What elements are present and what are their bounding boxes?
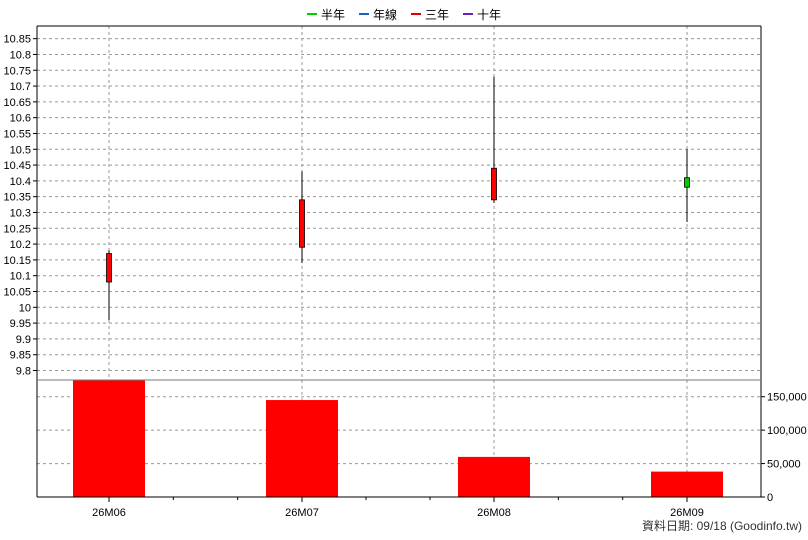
price-tick-label: 10.1 <box>10 271 31 283</box>
candle-body <box>491 167 497 201</box>
price-tick-label: 9.85 <box>10 350 31 362</box>
price-tick-label: 10.85 <box>3 34 31 46</box>
volume-bar <box>651 471 723 497</box>
price-tick-label: 10.25 <box>3 223 31 235</box>
volume-tick-label: 100,000 <box>767 425 807 437</box>
price-tick-label: 10.4 <box>10 176 31 188</box>
price-tick-label: 10.2 <box>10 239 31 251</box>
legend-label: 半年 <box>320 7 345 22</box>
legend-item: 三年 <box>411 5 449 23</box>
legend-item: 年線 <box>358 5 397 23</box>
data-date-footer: 資料日期: 09/18 (Goodinfo.tw) <box>641 519 802 533</box>
price-tick-label: 10.75 <box>3 65 31 77</box>
legend-label: 三年 <box>425 7 450 22</box>
legend-label: 十年 <box>477 7 502 22</box>
price-tick-label: 10.45 <box>3 160 31 172</box>
legend-label: 年線 <box>372 7 397 22</box>
legend-item: 半年 <box>306 5 345 23</box>
x-tick-label: 26M08 <box>477 507 511 519</box>
volume-tick-label: 50,000 <box>767 459 801 471</box>
legend-swatch <box>411 13 421 15</box>
legend-swatch <box>358 13 369 15</box>
x-tick-label: 26M07 <box>285 507 319 519</box>
price-tick-label: 10.35 <box>3 192 31 204</box>
volume-bar <box>458 456 530 497</box>
price-tick-label: 10.65 <box>3 97 31 109</box>
price-tick-label: 10.6 <box>10 113 31 125</box>
price-tick-label: 9.8 <box>16 366 31 378</box>
price-tick-label: 10.8 <box>10 49 31 61</box>
price-tick-label: 10 <box>19 302 31 314</box>
price-tick-label: 10.05 <box>3 287 31 299</box>
volume-tick-label: 0 <box>767 492 773 504</box>
chart-legend: 半年 年線 三年 十年 <box>0 5 808 23</box>
legend-swatch <box>463 13 474 15</box>
price-tick-label: 10.5 <box>10 144 31 156</box>
candle-body <box>684 177 690 188</box>
legend-item: 十年 <box>463 5 501 23</box>
x-tick-label: 26M09 <box>670 507 704 519</box>
legend-swatch <box>306 13 317 15</box>
candle-body <box>299 199 305 248</box>
volume-bar <box>73 380 145 497</box>
price-tick-label: 10.55 <box>3 128 31 140</box>
volume-bar <box>266 400 338 497</box>
price-tick-label: 9.95 <box>10 318 31 330</box>
candle-body <box>106 253 112 283</box>
price-tick-label: 10.3 <box>10 207 31 219</box>
price-tick-label: 10.15 <box>3 255 31 267</box>
x-tick-label: 26M06 <box>92 507 126 519</box>
price-tick-label: 10.7 <box>10 81 31 93</box>
price-tick-label: 9.9 <box>16 334 31 346</box>
volume-tick-label: 150,000 <box>767 392 807 404</box>
